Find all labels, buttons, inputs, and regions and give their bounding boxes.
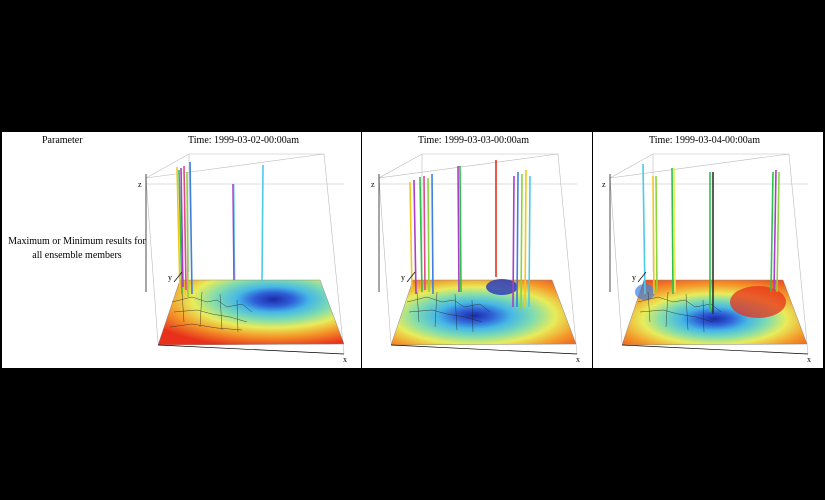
panel-3-axis-y: y [632, 273, 636, 282]
panel-3: Time: 1999-03-04-00:00am [592, 132, 823, 368]
panel-3-scene: z y x [602, 153, 811, 364]
panel-1-axes [145, 174, 345, 355]
panel-1-scene: z y x [138, 153, 347, 364]
panel-2-bounding-box [378, 153, 578, 355]
panel-3-trajectories [642, 163, 780, 314]
panel-2-axis-y: y [401, 273, 405, 282]
panel-1-axis-z: z [138, 180, 142, 189]
panel-3-axis-z: z [602, 180, 606, 189]
panel-2-map-borders [406, 291, 491, 333]
panel-2-axis-x: x [576, 355, 580, 364]
panel-2-trajectories [409, 160, 531, 311]
panel-2-time-label: Time: 1999-03-03-00:00am [418, 135, 530, 146]
figure-panel: Parameter Time: 1999-03-02-00:00am Maxim… [1, 131, 824, 369]
panel-3-time-label: Time: 1999-03-04-00:00am [649, 135, 761, 146]
panel-1-time-label: Time: 1999-03-02-00:00am [188, 135, 300, 146]
panel-2-axis-z: z [371, 180, 375, 189]
panel-2-scene: z y x [371, 153, 580, 364]
panel-1-surface-map [157, 279, 345, 346]
panel-3-map-borders [637, 291, 722, 333]
panel-3-axis-x: x [807, 355, 811, 364]
panel-1-trajectories [176, 161, 264, 298]
panel-2-axes [378, 174, 578, 355]
parameter-header: Parameter [42, 135, 83, 146]
panel-1-axis-x: x [343, 355, 347, 364]
panel-1-map-borders [169, 291, 253, 333]
panel-2-surface-map [390, 279, 577, 346]
row-description: Maximum or Minimum results for all ensem… [8, 236, 146, 261]
panel-2: Time: 1999-03-03-00:00am [361, 132, 592, 368]
panel-1: Parameter Time: 1999-03-02-00:00am Maxim… [2, 132, 361, 368]
panel-1-axis-y: y [168, 273, 172, 282]
panel-3-axes [609, 174, 809, 355]
